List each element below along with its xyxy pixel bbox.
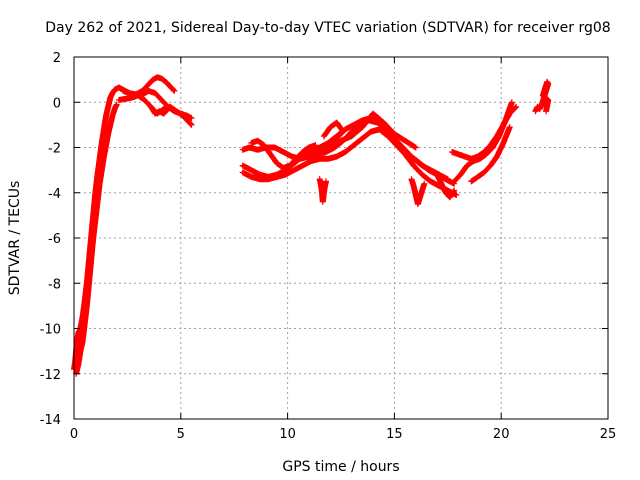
series-morning-dip [147,103,171,117]
data-point-markers [239,126,460,198]
data-series [71,74,552,377]
series-evening-b [449,103,520,162]
series-afternoon-d [248,137,319,171]
series-afternoon-e [306,110,419,162]
data-point-markers [468,124,513,185]
series-evening-d [434,171,458,201]
y-tick-label: 2 [53,51,61,66]
data-point-markers [306,110,419,162]
data-point-markers [434,171,458,201]
data-point-markers [248,137,319,171]
grid [74,57,608,419]
y-tick-label: -8 [48,277,61,292]
x-axis-label: GPS time / hours [282,459,399,475]
series-rise [71,84,127,373]
x-tick-label: 15 [386,427,403,442]
series-scatter-12 [320,119,347,151]
y-tick-label: -14 [40,413,61,428]
data-point-markers [147,103,171,117]
y-tick-label: -10 [40,323,61,338]
series-afternoon-c [239,126,460,198]
y-tick-label: -4 [48,187,61,202]
data-point-markers [532,78,552,115]
x-tick-label: 0 [70,427,78,442]
series-dip-11.7 [316,176,329,205]
y-tick-label: -12 [40,368,61,383]
series-evening-c [468,124,513,185]
x-tick-label: 5 [177,427,185,442]
data-point-markers [449,103,520,162]
y-tick-label: 0 [53,96,61,111]
y-tick-label: -2 [48,142,61,157]
chart-title: Day 262 of 2021, Sidereal Day-to-day VTE… [45,20,610,36]
x-tick-label: 20 [493,427,510,442]
data-point-markers [71,84,127,373]
data-point-markers [320,119,347,151]
data-point-markers [316,176,329,205]
x-tick-label: 25 [600,427,617,442]
y-tick-label: -6 [48,232,61,247]
data-point-markers [408,176,428,208]
x-tick-label: 10 [279,427,296,442]
tick-labels: 0 5 10 15 20 25 -14 -12 -10 -8 -6 -4 -2 0 2 [40,51,617,442]
series-end-cluster [532,78,552,115]
series-dip-16 [408,176,428,208]
y-axis-label: SDTVAR / TECUs [7,181,23,296]
